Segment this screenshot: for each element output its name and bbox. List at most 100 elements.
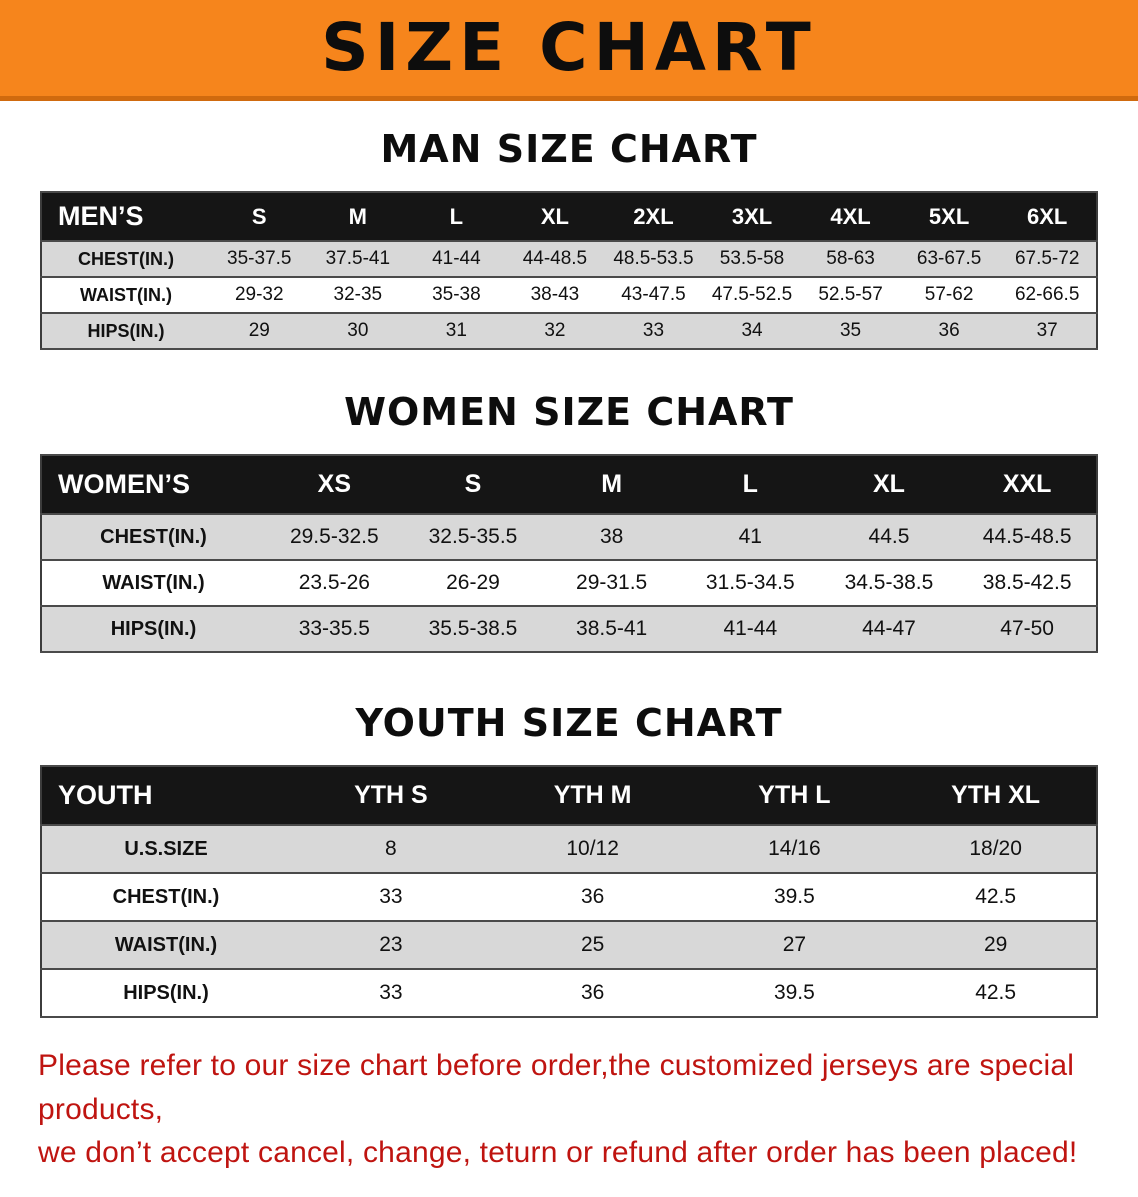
row-label: HIPS(IN.) (41, 312, 210, 350)
row-label: HIPS(IN.) (41, 968, 290, 1018)
size-value-cell: 36 (491, 872, 694, 922)
size-column-header: 4XL (801, 191, 900, 242)
size-value-cell: 37 (998, 312, 1097, 350)
men-size-table: MEN’S S M L XL 2XL 3XL 4XL 5XL 6XL CHEST(IN.) 35-37… (40, 191, 1098, 350)
size-value-cell: 10/12 (491, 824, 694, 874)
table-row: WAIST(IN.) 29-32 32-35 35-38 38-43 43-47.5 47.… (41, 276, 1097, 314)
size-value-cell: 38 (542, 513, 681, 561)
size-value-cell: 35-37.5 (210, 240, 309, 278)
women-section: WOMEN SIZE CHART WOMEN’S XS S M L XL XXL CHEST(… (0, 390, 1138, 653)
row-label: WAIST(IN.) (41, 559, 265, 607)
size-value-cell: 29-31.5 (542, 559, 681, 607)
size-value-cell: 38-43 (505, 276, 605, 314)
size-value-cell: 43-47.5 (604, 276, 703, 314)
size-value-cell: 67.5-72 (998, 240, 1097, 278)
size-column-header: YTH XL (895, 765, 1097, 826)
order-policy-line-2: we don’t accept cancel, change, teturn o… (38, 1136, 1078, 1169)
size-value-cell: 39.5 (693, 872, 896, 922)
size-column-header: 3XL (702, 191, 802, 242)
size-value-cell: 31 (407, 312, 506, 350)
size-value-cell: 32-35 (308, 276, 408, 314)
size-value-cell: 29 (895, 920, 1097, 970)
size-value-cell: 33-35.5 (265, 605, 404, 653)
row-label: WAIST(IN.) (41, 276, 210, 314)
row-label: HIPS(IN.) (41, 605, 265, 653)
size-value-cell: 8 (290, 824, 492, 874)
table-corner-label: YOUTH (41, 765, 290, 826)
table-row: WAIST(IN.) 23.5-26 26-29 29-31.5 31.5-34.5 34… (41, 559, 1097, 607)
table-row: CHEST(IN.) 29.5-32.5 32.5-35.5 38 41 44.5 44.5… (41, 513, 1097, 561)
size-value-cell: 63-67.5 (899, 240, 999, 278)
size-value-cell: 57-62 (899, 276, 999, 314)
table-row: U.S.SIZE 8 10/12 14/16 18/20 (41, 824, 1097, 874)
size-value-cell: 38.5-42.5 (958, 559, 1097, 607)
youth-size-table: YOUTH YTH S YTH M YTH L YTH XL U.S.SIZE 8 10/12… (40, 765, 1098, 1018)
size-value-cell: 44-47 (819, 605, 959, 653)
table-header-row: YOUTH YTH S YTH M YTH L YTH XL (41, 765, 1097, 826)
women-section-heading: WOMEN SIZE CHART (344, 390, 794, 434)
size-column-header: XS (265, 454, 404, 515)
size-value-cell: 35-38 (407, 276, 506, 314)
size-column-header: S (210, 191, 309, 242)
table-row: CHEST(IN.) 35-37.5 37.5-41 41-44 44-48.5 48.5… (41, 240, 1097, 278)
size-value-cell: 44.5-48.5 (958, 513, 1097, 561)
size-value-cell: 42.5 (895, 968, 1097, 1018)
men-section-heading: MAN SIZE CHART (380, 127, 758, 171)
order-policy-notice: Please refer to our size chart before or… (38, 1044, 1100, 1175)
size-value-cell: 58-63 (801, 240, 900, 278)
size-value-cell: 36 (899, 312, 999, 350)
size-value-cell: 26-29 (403, 559, 543, 607)
size-value-cell: 29-32 (210, 276, 309, 314)
youth-section-heading: YOUTH SIZE CHART (355, 701, 783, 745)
size-value-cell: 35 (801, 312, 900, 350)
size-value-cell: 34 (702, 312, 802, 350)
size-column-header: YTH M (491, 765, 694, 826)
order-policy-line-1: Please refer to our size chart before or… (38, 1049, 1075, 1126)
size-value-cell: 36 (491, 968, 694, 1018)
row-label: CHEST(IN.) (41, 872, 290, 922)
size-column-header: M (308, 191, 408, 242)
size-value-cell: 30 (308, 312, 408, 350)
size-column-header: L (407, 191, 506, 242)
size-value-cell: 39.5 (693, 968, 896, 1018)
size-column-header: XXL (958, 454, 1097, 515)
men-section: MAN SIZE CHART MEN’S S M L XL 2XL 3XL 4XL 5XL 6XL… (0, 127, 1138, 350)
size-chart-banner: SIZE CHART (0, 0, 1138, 101)
table-row: HIPS(IN.) 33-35.5 35.5-38.5 38.5-41 41-44 44-… (41, 605, 1097, 653)
size-value-cell: 48.5-53.5 (604, 240, 703, 278)
size-value-cell: 41-44 (407, 240, 506, 278)
table-row: HIPS(IN.) 29 30 31 32 33 34 35 36 37 (41, 312, 1097, 350)
size-value-cell: 31.5-34.5 (680, 559, 820, 607)
table-header-row: MEN’S S M L XL 2XL 3XL 4XL 5XL 6XL (41, 191, 1097, 242)
size-value-cell: 38.5-41 (542, 605, 681, 653)
table-corner-label: WOMEN’S (41, 454, 265, 515)
table-row: HIPS(IN.) 33 36 39.5 42.5 (41, 968, 1097, 1018)
row-label: CHEST(IN.) (41, 240, 210, 278)
size-column-header: S (403, 454, 543, 515)
size-column-header: YTH L (693, 765, 896, 826)
size-value-cell: 52.5-57 (801, 276, 900, 314)
size-value-cell: 29 (210, 312, 309, 350)
size-column-header: M (542, 454, 681, 515)
row-label: CHEST(IN.) (41, 513, 265, 561)
size-value-cell: 32 (505, 312, 605, 350)
size-value-cell: 33 (290, 968, 492, 1018)
table-header-row: WOMEN’S XS S M L XL XXL (41, 454, 1097, 515)
size-value-cell: 23 (290, 920, 492, 970)
size-value-cell: 42.5 (895, 872, 1097, 922)
youth-section: YOUTH SIZE CHART YOUTH YTH S YTH M YTH L YTH… (0, 701, 1138, 1018)
size-column-header: XL (505, 191, 605, 242)
size-value-cell: 34.5-38.5 (819, 559, 959, 607)
size-value-cell: 33 (290, 872, 492, 922)
size-value-cell: 35.5-38.5 (403, 605, 543, 653)
size-column-header: 6XL (998, 191, 1097, 242)
size-column-header: 5XL (899, 191, 999, 242)
size-value-cell: 18/20 (895, 824, 1097, 874)
size-column-header: YTH S (290, 765, 492, 826)
row-label: U.S.SIZE (41, 824, 290, 874)
size-value-cell: 44-48.5 (505, 240, 605, 278)
table-row: CHEST(IN.) 33 36 39.5 42.5 (41, 872, 1097, 922)
row-label: WAIST(IN.) (41, 920, 290, 970)
size-value-cell: 27 (693, 920, 896, 970)
